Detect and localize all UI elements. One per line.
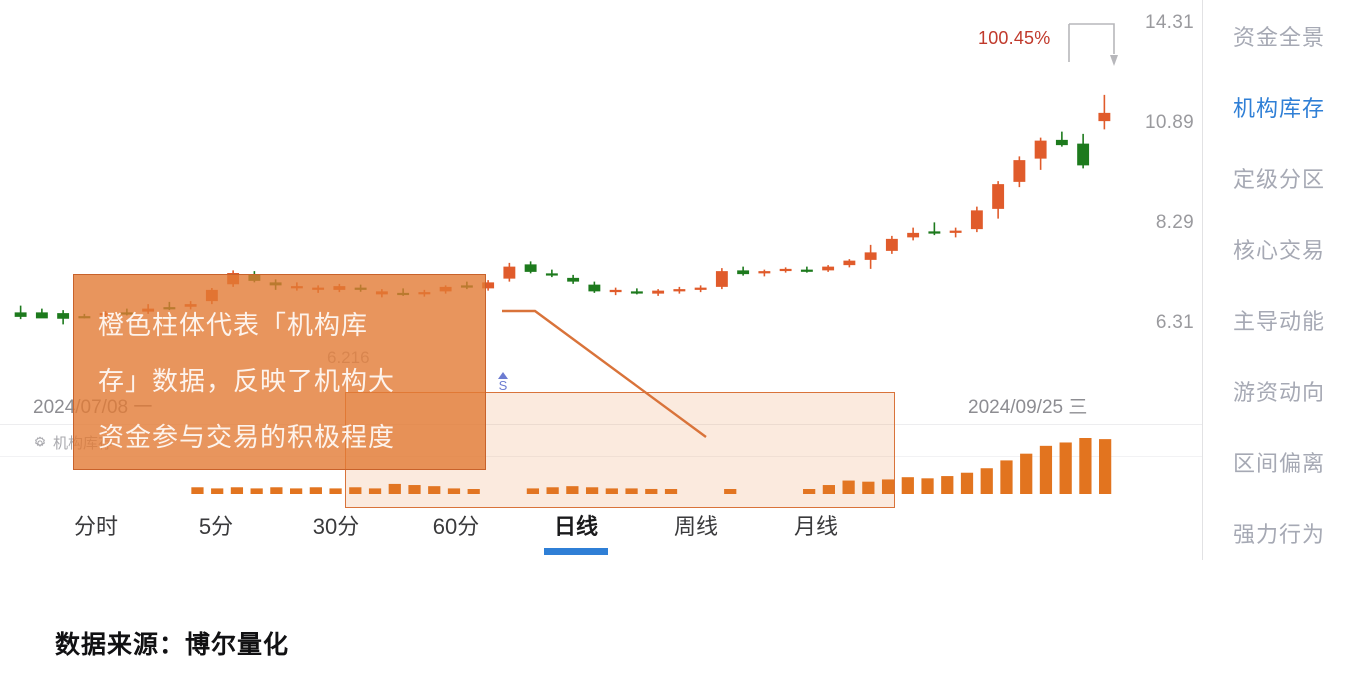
data-source-footer: 数据来源：博尔量化	[55, 631, 290, 659]
callout-box: 橙色柱体代表「机构库 存」数据，反映了机构大 资金参与交易的积极程度	[73, 274, 486, 470]
sidebar-item-qianglixingwei[interactable]: 强力行为	[1233, 521, 1326, 547]
inventory-bars-pane[interactable]	[0, 426, 1202, 506]
date-end-label: 2024/09/25 三	[968, 397, 1088, 418]
tab-daily[interactable]: 日线	[516, 500, 636, 541]
callout-line-1: 橙色柱体代表「机构库	[98, 310, 369, 340]
tab-30min[interactable]: 30分	[312, 514, 360, 539]
gear-icon[interactable]	[33, 436, 47, 450]
tab-fenshi[interactable]: 分时	[73, 514, 118, 539]
callout-line-2: 存」数据，反映了机构大	[98, 366, 396, 396]
price-tick-3: 6.31	[1155, 312, 1194, 333]
sell-marker: S	[494, 372, 512, 392]
sidebar[interactable]: 资金全景 机构库存 定级分区 核心交易 主导动能 游资动向 区间偏离 强力行为	[1204, 0, 1366, 560]
tab-60min[interactable]: 60分	[432, 514, 480, 539]
tab-weekly[interactable]: 周线	[673, 514, 718, 539]
sidebar-item-youzidongxiang[interactable]: 游资动向	[1233, 379, 1326, 405]
sidebar-item-zijinquanjing[interactable]: 资金全景	[1233, 24, 1326, 50]
tab-monthly[interactable]: 月线	[793, 514, 838, 539]
percent-change-bracket-icon	[1068, 23, 1118, 66]
sidebar-item-jigoukucun[interactable]: 机构库存	[1233, 95, 1326, 121]
percent-change-label: 100.45%	[978, 28, 1051, 48]
tab-5min[interactable]: 5分	[198, 514, 234, 539]
price-tick-2: 8.29	[1155, 212, 1194, 233]
sidebar-item-hexinjiaoyi[interactable]: 核心交易	[1233, 237, 1326, 263]
sell-marker-triangle-icon	[498, 372, 508, 379]
sell-marker-label: S	[498, 378, 508, 393]
inventory-bars-svg	[191, 438, 1112, 494]
chart-panel[interactable]: 14.31 10.89 8.29 6.31 100.45% 6.216 2024…	[0, 0, 1203, 560]
pane-divider	[0, 424, 1202, 425]
callout-leader-line	[502, 309, 707, 438]
callout-line-3: 资金参与交易的积极程度	[98, 422, 396, 452]
period-tab-bar[interactable]: 分时 5分 30分 60分 日线 周线 月线	[0, 500, 1202, 560]
price-tick-0: 14.31	[1144, 12, 1194, 33]
price-tick-1: 10.89	[1144, 112, 1194, 133]
sidebar-item-dingjifenqu[interactable]: 定级分区	[1233, 166, 1326, 192]
pane-divider-secondary	[0, 456, 1202, 457]
sidebar-item-zhudaodongneng[interactable]: 主导动能	[1233, 308, 1326, 334]
sidebar-item-qujianpianli[interactable]: 区间偏离	[1233, 450, 1326, 476]
